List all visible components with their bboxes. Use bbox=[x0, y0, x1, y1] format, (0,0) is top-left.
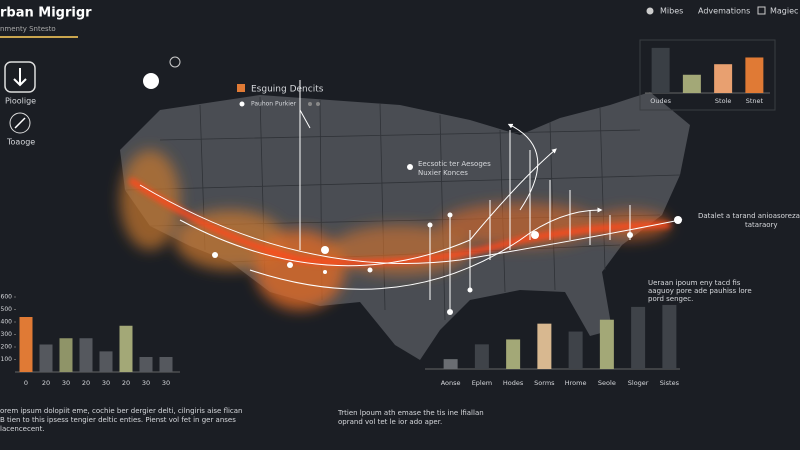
x-tick-label: Hodes bbox=[503, 379, 524, 387]
x-tick-label: Stole bbox=[715, 97, 731, 105]
sun-icon bbox=[143, 73, 159, 89]
y-tick-label: 400 bbox=[1, 319, 13, 326]
x-tick-label: Seole bbox=[598, 379, 616, 387]
y-tick-label: 100 bbox=[1, 356, 13, 363]
y-tick-label: 600 bbox=[1, 294, 13, 301]
download-button[interactable] bbox=[4, 61, 36, 93]
nav-item[interactable]: Magiec bbox=[770, 7, 798, 16]
x-tick-label: Aonse bbox=[441, 379, 461, 387]
mid-note: aaguoy pore ade pauhiss lore bbox=[648, 287, 752, 295]
y-tick-label: 200 bbox=[1, 344, 13, 351]
nav-item[interactable]: Mibes bbox=[660, 7, 683, 16]
bar bbox=[159, 357, 173, 372]
x-tick-label: 20 bbox=[42, 379, 50, 387]
x-tick-label: Oudes bbox=[650, 97, 671, 105]
legend-dot bbox=[308, 102, 312, 106]
x-tick-label: 20 bbox=[82, 379, 90, 387]
download-icon bbox=[13, 68, 27, 87]
subtitle: nmenty Sntesto bbox=[0, 25, 56, 33]
right-annotation: Datalet a tarand anioasorezal arie bbox=[698, 212, 800, 220]
body-text: oprand vol tet le ior ado aper. bbox=[338, 418, 442, 426]
x-tick-label: 30 bbox=[162, 379, 170, 387]
bar bbox=[682, 74, 701, 93]
map-annotation: Nuxier Konces bbox=[418, 169, 468, 177]
bar bbox=[99, 351, 113, 372]
bar bbox=[662, 304, 677, 369]
density-core bbox=[128, 177, 671, 266]
title-underline bbox=[0, 36, 78, 38]
bar bbox=[651, 47, 670, 93]
x-tick-label: Sistes bbox=[660, 379, 680, 387]
legend-title: Esguing Dencits bbox=[251, 85, 324, 95]
y-tick-label: 500 bbox=[1, 306, 13, 313]
bar bbox=[79, 338, 93, 372]
legend-swatch bbox=[237, 84, 245, 92]
body-text: orem ipsum dolopiit eme, cochie ber derg… bbox=[0, 407, 243, 415]
y-tick-label: 300 bbox=[1, 331, 13, 338]
bar bbox=[714, 64, 733, 93]
x-tick-label: Eplem bbox=[472, 379, 492, 387]
x-tick-label: Stnet bbox=[746, 97, 764, 105]
map-annotation: Eecsotic ter Aesoges bbox=[418, 160, 491, 168]
button-label: Toaoge bbox=[6, 138, 35, 147]
toggle-button[interactable] bbox=[9, 112, 31, 134]
body-text: Trtien lpoum ath emase the tis ine lfial… bbox=[337, 409, 484, 417]
nav-item[interactable]: Advemations bbox=[698, 7, 750, 16]
bar bbox=[631, 306, 646, 369]
body-text: lacencecent. bbox=[0, 425, 45, 433]
mid-note: Ueraan ipoum eny tacd fis bbox=[648, 279, 741, 287]
bar bbox=[443, 359, 458, 369]
legend-dot bbox=[239, 101, 245, 107]
toggle-icon bbox=[14, 117, 26, 129]
bar bbox=[474, 344, 489, 369]
legend-dot bbox=[316, 102, 320, 106]
button-label: Pioolige bbox=[5, 97, 36, 106]
bar bbox=[59, 338, 73, 372]
title: rban Migrigr bbox=[0, 6, 92, 21]
route-nodes bbox=[212, 212, 682, 315]
mid-note: pord sengec. bbox=[648, 295, 693, 303]
map-pin bbox=[407, 164, 413, 170]
bar bbox=[39, 344, 53, 372]
right-annotation: tataraory bbox=[745, 221, 778, 229]
x-tick-label: 30 bbox=[142, 379, 150, 387]
x-tick-label: Sloger bbox=[628, 379, 649, 387]
bar bbox=[568, 331, 583, 369]
bar bbox=[119, 325, 133, 372]
x-tick-label: 30 bbox=[62, 379, 70, 387]
chart-frame bbox=[639, 39, 776, 111]
x-tick-label: Hrome bbox=[565, 379, 587, 387]
search-icon bbox=[169, 56, 181, 68]
body-text: B tien to this ipsess tengier deltic ent… bbox=[0, 416, 236, 424]
bar bbox=[506, 339, 521, 369]
bar bbox=[139, 357, 153, 372]
x-tick-label: 30 bbox=[102, 379, 110, 387]
x-tick-label: Sorms bbox=[534, 379, 555, 387]
nav-icon bbox=[757, 6, 766, 15]
legend-item: Pauhon Purkier bbox=[251, 101, 297, 108]
x-tick-label: 20 bbox=[122, 379, 130, 387]
bar bbox=[19, 317, 33, 372]
bar bbox=[745, 57, 764, 93]
nav-icon bbox=[646, 7, 654, 15]
x-tick-label: 0 bbox=[24, 379, 28, 387]
bar bbox=[599, 319, 614, 369]
bar bbox=[537, 323, 552, 369]
migration-lines bbox=[139, 80, 683, 310]
